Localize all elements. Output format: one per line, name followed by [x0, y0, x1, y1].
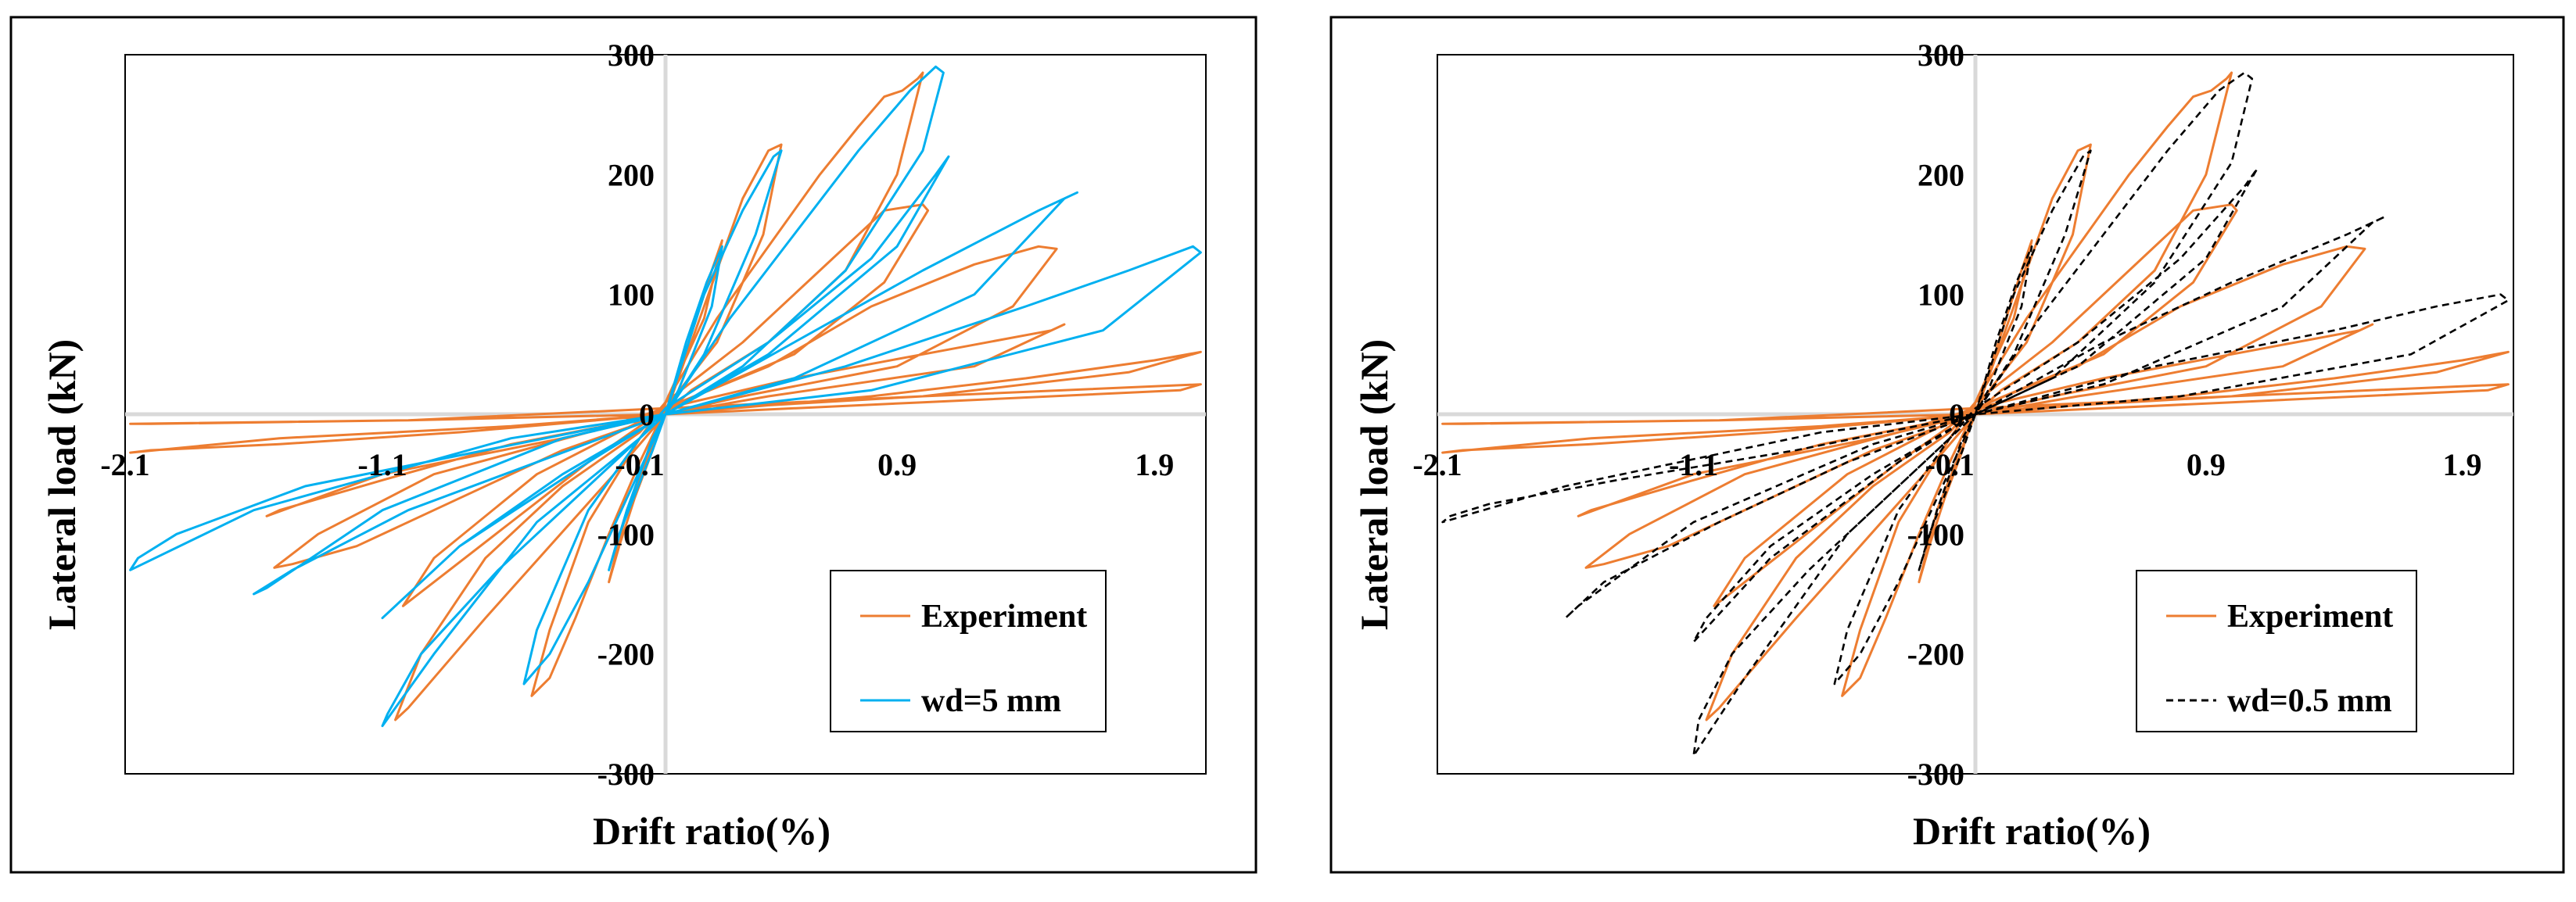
legend-label: wd=5 mm — [921, 683, 1061, 719]
y-tick-label: 300 — [608, 38, 655, 73]
x-tick-label: -1.1 — [357, 447, 407, 482]
legend: Experiment wd=0.5 mm — [2136, 570, 2417, 732]
y-axis-title: Lateral load (kN) — [40, 339, 84, 630]
y-tick-label: 0 — [639, 397, 655, 432]
y-tick-label: 100 — [1918, 277, 1964, 313]
legend-box — [2136, 570, 2417, 732]
x-tick-label: 1.9 — [1135, 447, 1174, 482]
x-tick-label: -2.1 — [100, 447, 149, 482]
x-axis-title: Drift ratio(%) — [1913, 809, 2151, 853]
y-tick-label: -100 — [1907, 517, 1964, 552]
x-tick-label: -0.1 — [1925, 447, 1975, 482]
series-line-2 — [129, 65, 1202, 728]
x-tick-label: 1.9 — [2442, 447, 2481, 482]
x-tick-label: -0.1 — [615, 447, 664, 482]
y-axis-title: Lateral load (kN) — [1352, 339, 1396, 630]
x-tick-label: -2.1 — [1412, 447, 1462, 482]
legend-box — [830, 570, 1107, 732]
y-tick-label: -300 — [1907, 757, 1964, 792]
x-tick-label: 0.9 — [2187, 447, 2226, 482]
y-tick-label: 100 — [608, 277, 655, 313]
legend-label: Experiment — [921, 599, 1087, 635]
x-axis-title: Drift ratio(%) — [593, 809, 831, 853]
x-tick-label: 0.9 — [877, 447, 917, 482]
y-tick-label: 200 — [608, 157, 655, 192]
x-tick-label: -1.1 — [1669, 447, 1718, 482]
y-tick-label: -200 — [597, 637, 655, 672]
legend-label: Experiment — [2227, 599, 2393, 635]
y-tick-label: -200 — [1907, 637, 1964, 672]
series-line-2 — [1441, 71, 2510, 757]
y-tick-label: 200 — [1918, 157, 1964, 192]
series-line-1 — [129, 71, 1202, 721]
chart-panel-2: -2.1 -1.1 -0.1 0.9 1.9 300 200 100 0 -100 -200 -300… — [1329, 16, 2565, 874]
legend-label: wd=0.5 mm — [2227, 683, 2392, 719]
chart-panel-1: -2.1 -1.1 -0.1 0.9 1.9 300 200 100 0 -100 -200 -300… — [9, 16, 1258, 874]
y-tick-label: 0 — [1949, 397, 1964, 432]
y-tick-label: -100 — [597, 517, 655, 552]
legend: Experiment wd=5 mm — [830, 570, 1107, 732]
y-tick-label: 300 — [1918, 38, 1964, 73]
y-tick-label: -300 — [597, 757, 655, 792]
